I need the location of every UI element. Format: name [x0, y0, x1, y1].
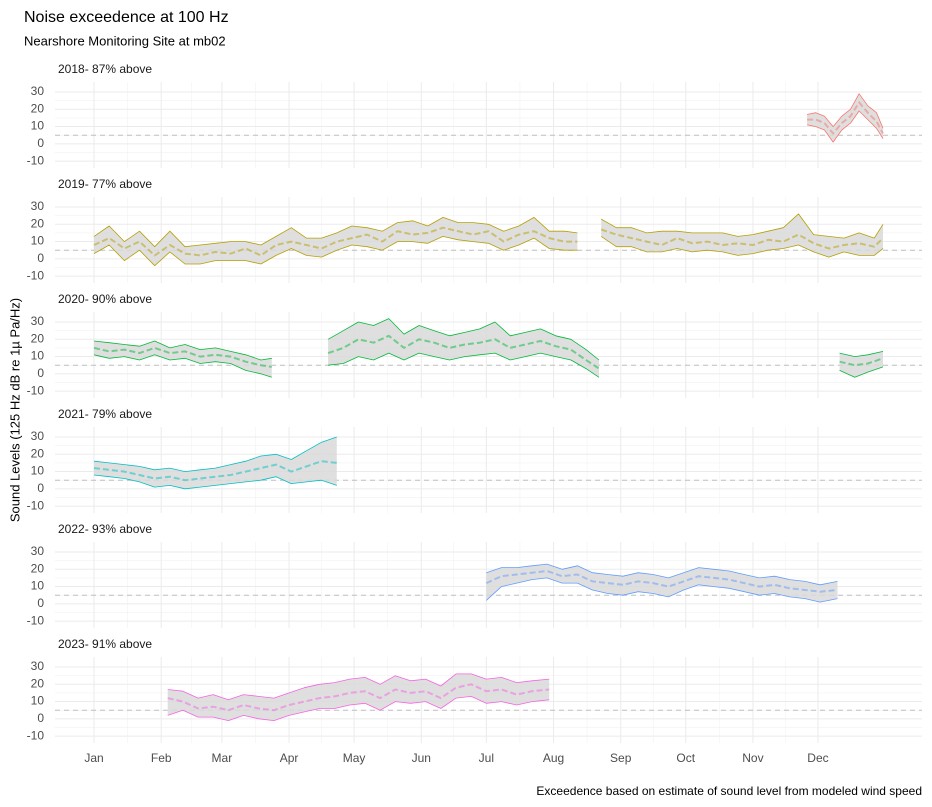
y-tick-label: 20: [31, 101, 45, 115]
bound-line: [807, 110, 884, 143]
bound-line: [93, 318, 884, 361]
bound-line: [167, 696, 550, 721]
y-tick-label: 20: [31, 446, 45, 460]
chart-subtitle: Nearshore Monitoring Site at mb02: [24, 33, 226, 48]
y-tick-label: 0: [37, 136, 44, 150]
y-tick-label: 10: [31, 349, 45, 363]
bound-line: [93, 236, 884, 267]
y-tick-label: 20: [31, 561, 45, 575]
y-tick-label: -10: [27, 268, 45, 282]
y-tick-label: 30: [31, 544, 45, 558]
y-axis-label: Sound Levels (125 Hz dB re 1µ Pa/Hz): [7, 298, 22, 522]
y-tick-label: 20: [31, 216, 45, 230]
spread-area: [94, 341, 272, 378]
y-tick-label: 30: [31, 659, 45, 673]
y-tick-label: 30: [31, 429, 45, 443]
x-tick-label: Jun: [412, 751, 431, 765]
median-line: [93, 460, 337, 482]
y-tick-label: 30: [31, 314, 45, 328]
y-tick-label: 30: [31, 199, 45, 213]
panel-title: 2018- 87% above: [58, 62, 152, 76]
y-tick-label: 0: [37, 596, 44, 610]
x-tick-label: Aug: [543, 751, 564, 765]
y-tick-label: 30: [31, 84, 45, 98]
panel-title: 2023- 91% above: [58, 637, 152, 651]
panel-title: 2021- 79% above: [58, 407, 152, 421]
x-tick-label: Apr: [280, 751, 299, 765]
y-tick-label: -10: [27, 613, 45, 627]
median-line: [93, 226, 884, 257]
y-tick-label: -10: [27, 383, 45, 397]
y-tick-label: 10: [31, 119, 45, 133]
panel-title: 2019- 77% above: [58, 177, 152, 191]
spread-area: [94, 217, 578, 266]
y-tick-label: 10: [31, 579, 45, 593]
chart-title: Noise exceedence at 100 Hz: [24, 9, 229, 26]
spread-area: [328, 318, 599, 378]
panel-title: 2022- 93% above: [58, 522, 152, 536]
spread-area: [94, 437, 337, 489]
bound-line: [93, 436, 337, 472]
bound-line: [486, 577, 838, 603]
spread-area: [167, 673, 550, 721]
x-tick-label: Sep: [610, 751, 632, 765]
x-tick-label: Jul: [479, 751, 494, 765]
x-tick-label: Nov: [742, 751, 763, 765]
x-tick-label: Mar: [212, 751, 233, 765]
y-tick-label: 20: [31, 676, 45, 690]
bound-line: [93, 352, 884, 378]
y-tick-label: -10: [27, 728, 45, 742]
x-tick-label: Feb: [151, 751, 172, 765]
spread-area: [601, 213, 883, 258]
y-tick-label: 0: [37, 366, 44, 380]
x-tick-label: May: [343, 751, 366, 765]
median-line: [167, 683, 550, 712]
bound-line: [486, 563, 838, 586]
median-line: [807, 101, 884, 135]
y-tick-label: 0: [37, 711, 44, 725]
caption: Exceedence based on estimate of sound le…: [536, 784, 922, 798]
bound-line: [807, 93, 884, 129]
median-line: [485, 570, 838, 593]
x-tick-label: Jan: [84, 751, 103, 765]
y-tick-label: -10: [27, 498, 45, 512]
y-tick-label: 0: [37, 481, 44, 495]
y-tick-label: 10: [31, 234, 45, 248]
bound-line: [93, 213, 884, 248]
panel-title: 2020- 90% above: [58, 292, 152, 306]
spread-area: [807, 93, 883, 143]
y-tick-label: 0: [37, 251, 44, 265]
y-tick-label: 10: [31, 464, 45, 478]
median-line: [93, 334, 884, 370]
bound-line: [167, 673, 550, 701]
x-tick-label: Oct: [676, 751, 695, 765]
y-tick-label: 20: [31, 331, 45, 345]
y-tick-label: -10: [27, 153, 45, 167]
spread-area: [486, 564, 838, 603]
bound-line: [93, 474, 337, 490]
y-tick-label: 10: [31, 694, 45, 708]
x-tick-label: Dec: [807, 751, 828, 765]
